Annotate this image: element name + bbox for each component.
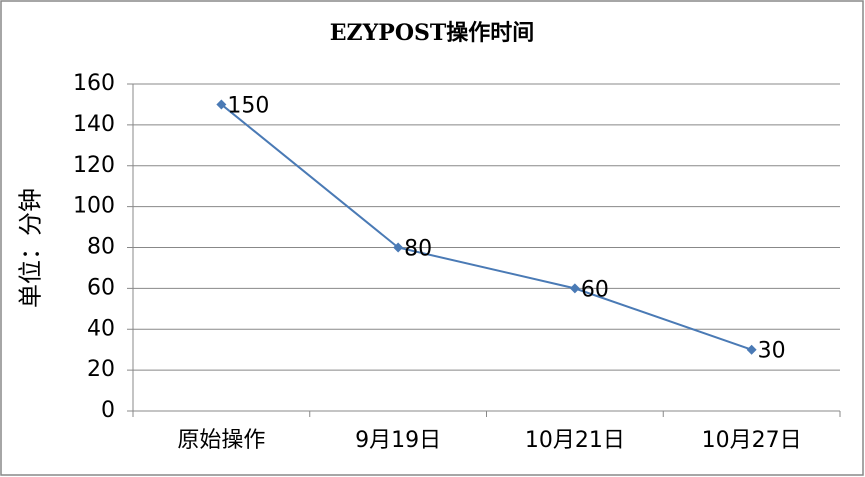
marker — [216, 99, 227, 110]
data-label: 30 — [758, 339, 786, 364]
y-axis-label: 单位：分钟 — [17, 188, 45, 308]
marker — [569, 283, 580, 294]
x-tick-label: 9月19日 — [355, 428, 441, 453]
x-tick-label: 原始操作 — [177, 428, 265, 453]
y-tick-label: 160 — [73, 71, 115, 96]
y-tick-label: 120 — [73, 153, 115, 178]
x-tick-label: 10月27日 — [702, 428, 802, 453]
y-tick-label: 60 — [87, 275, 115, 300]
data-label: 60 — [581, 277, 609, 302]
y-tick-label: 140 — [73, 112, 115, 137]
y-tick-label: 0 — [101, 398, 115, 423]
y-tick-label: 40 — [87, 316, 115, 341]
chart-title: EZYPOST操作时间 — [330, 20, 535, 46]
data-label: 150 — [227, 93, 269, 118]
y-tick-label: 80 — [87, 235, 115, 260]
y-tick-label: 20 — [87, 357, 115, 382]
marker — [746, 344, 757, 355]
marker — [393, 242, 404, 253]
x-tick-label: 10月21日 — [525, 428, 625, 453]
line — [220, 103, 752, 351]
y-tick-label: 100 — [73, 194, 115, 219]
data-label: 80 — [404, 237, 432, 262]
